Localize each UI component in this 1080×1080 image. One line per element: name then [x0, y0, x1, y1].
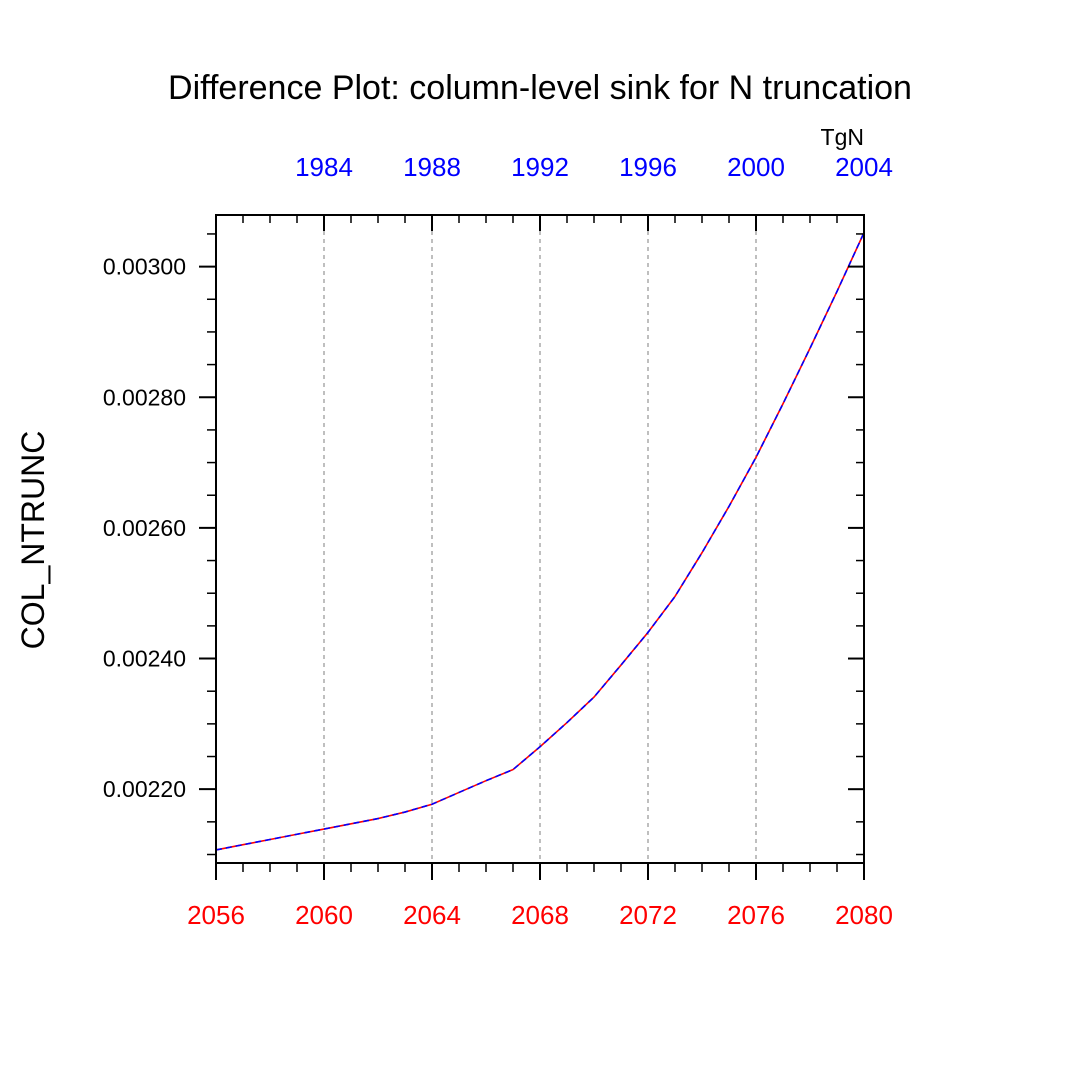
grid-lines: [323, 215, 757, 863]
units-label: TgN: [821, 124, 864, 150]
series-line: [215, 232, 865, 851]
y-tick-label: 0.00220: [103, 776, 186, 802]
top-tick-label: 2000: [727, 152, 785, 182]
y-tick-label: 0.00240: [103, 646, 186, 672]
x-tick-label: 2072: [619, 900, 677, 930]
series-lines: [215, 232, 865, 851]
y-tick-label: 0.00260: [103, 515, 186, 541]
x-tick-label: 2056: [187, 900, 245, 930]
x-tick-label: 2068: [511, 900, 569, 930]
x-tick-label: 2076: [727, 900, 785, 930]
x-tick-label: 2080: [835, 900, 893, 930]
y-tick-label: 0.00280: [103, 384, 186, 410]
top-tick-label: 2004: [835, 152, 893, 182]
top-tick-label: 1992: [511, 152, 569, 182]
top-tick-label: 1996: [619, 152, 677, 182]
x-tick-label: 2064: [403, 900, 461, 930]
tick-labels: 2056 2060 2064 2068 2072 2076 2080 1984 1988 1992…: [103, 152, 893, 930]
series-line: [215, 232, 865, 851]
axis-ticks: [199, 215, 865, 880]
top-tick-label: 1988: [403, 152, 461, 182]
y-tick-label: 0.00300: [103, 254, 186, 280]
top-tick-label: 1984: [295, 152, 353, 182]
y-axis-label: COL_NTRUNC: [15, 431, 51, 650]
chart-title: Difference Plot: column-level sink for N…: [168, 69, 912, 107]
x-tick-label: 2060: [295, 900, 353, 930]
